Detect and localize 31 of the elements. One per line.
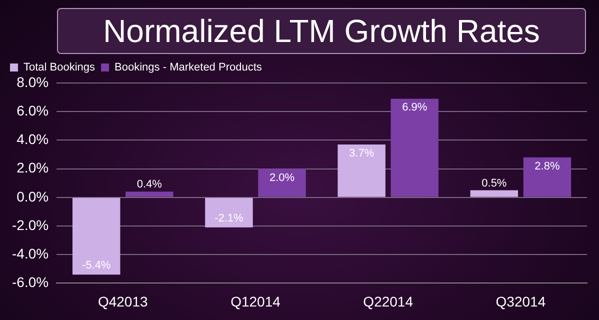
bar bbox=[470, 190, 518, 197]
y-tick-label: 2.0% bbox=[16, 160, 49, 176]
bar bbox=[390, 98, 438, 197]
bar bbox=[258, 168, 306, 197]
x-tick-label: Q22014 bbox=[363, 293, 414, 310]
bar bbox=[338, 144, 386, 197]
y-tick-label: -4.0% bbox=[12, 245, 49, 262]
x-tick-label: Q32014 bbox=[496, 293, 546, 310]
x-tick-label: Q42013 bbox=[98, 293, 148, 310]
data-label: 3.7% bbox=[349, 147, 374, 160]
data-label: 0.4% bbox=[136, 178, 162, 191]
y-tick-label: 4.0% bbox=[16, 131, 49, 148]
data-label: -2.1% bbox=[214, 212, 244, 224]
y-tick-label: 6.0% bbox=[16, 102, 49, 118]
y-tick-label: 0.0% bbox=[16, 188, 49, 204]
y-tick-label: 8.0% bbox=[16, 74, 49, 90]
y-tick-label: -2.0% bbox=[12, 216, 49, 233]
legend-label: Bookings - Marketed Products bbox=[114, 62, 262, 74]
data-label: 6.9% bbox=[402, 102, 428, 114]
bar bbox=[205, 198, 253, 228]
y-tick-label: -6.0% bbox=[12, 274, 49, 290]
x-tick-label: Q12014 bbox=[230, 293, 281, 310]
chart-title: Normalized LTM Growth Rates bbox=[57, 8, 586, 54]
legend-label: Total Bookings bbox=[24, 62, 96, 74]
data-label: 2.0% bbox=[269, 172, 295, 184]
data-label: 2.8% bbox=[534, 160, 560, 172]
data-label: 0.5% bbox=[482, 177, 507, 190]
bar bbox=[523, 157, 572, 197]
bar bbox=[72, 198, 120, 275]
data-label: -5.4% bbox=[82, 260, 111, 272]
bar bbox=[126, 192, 174, 197]
